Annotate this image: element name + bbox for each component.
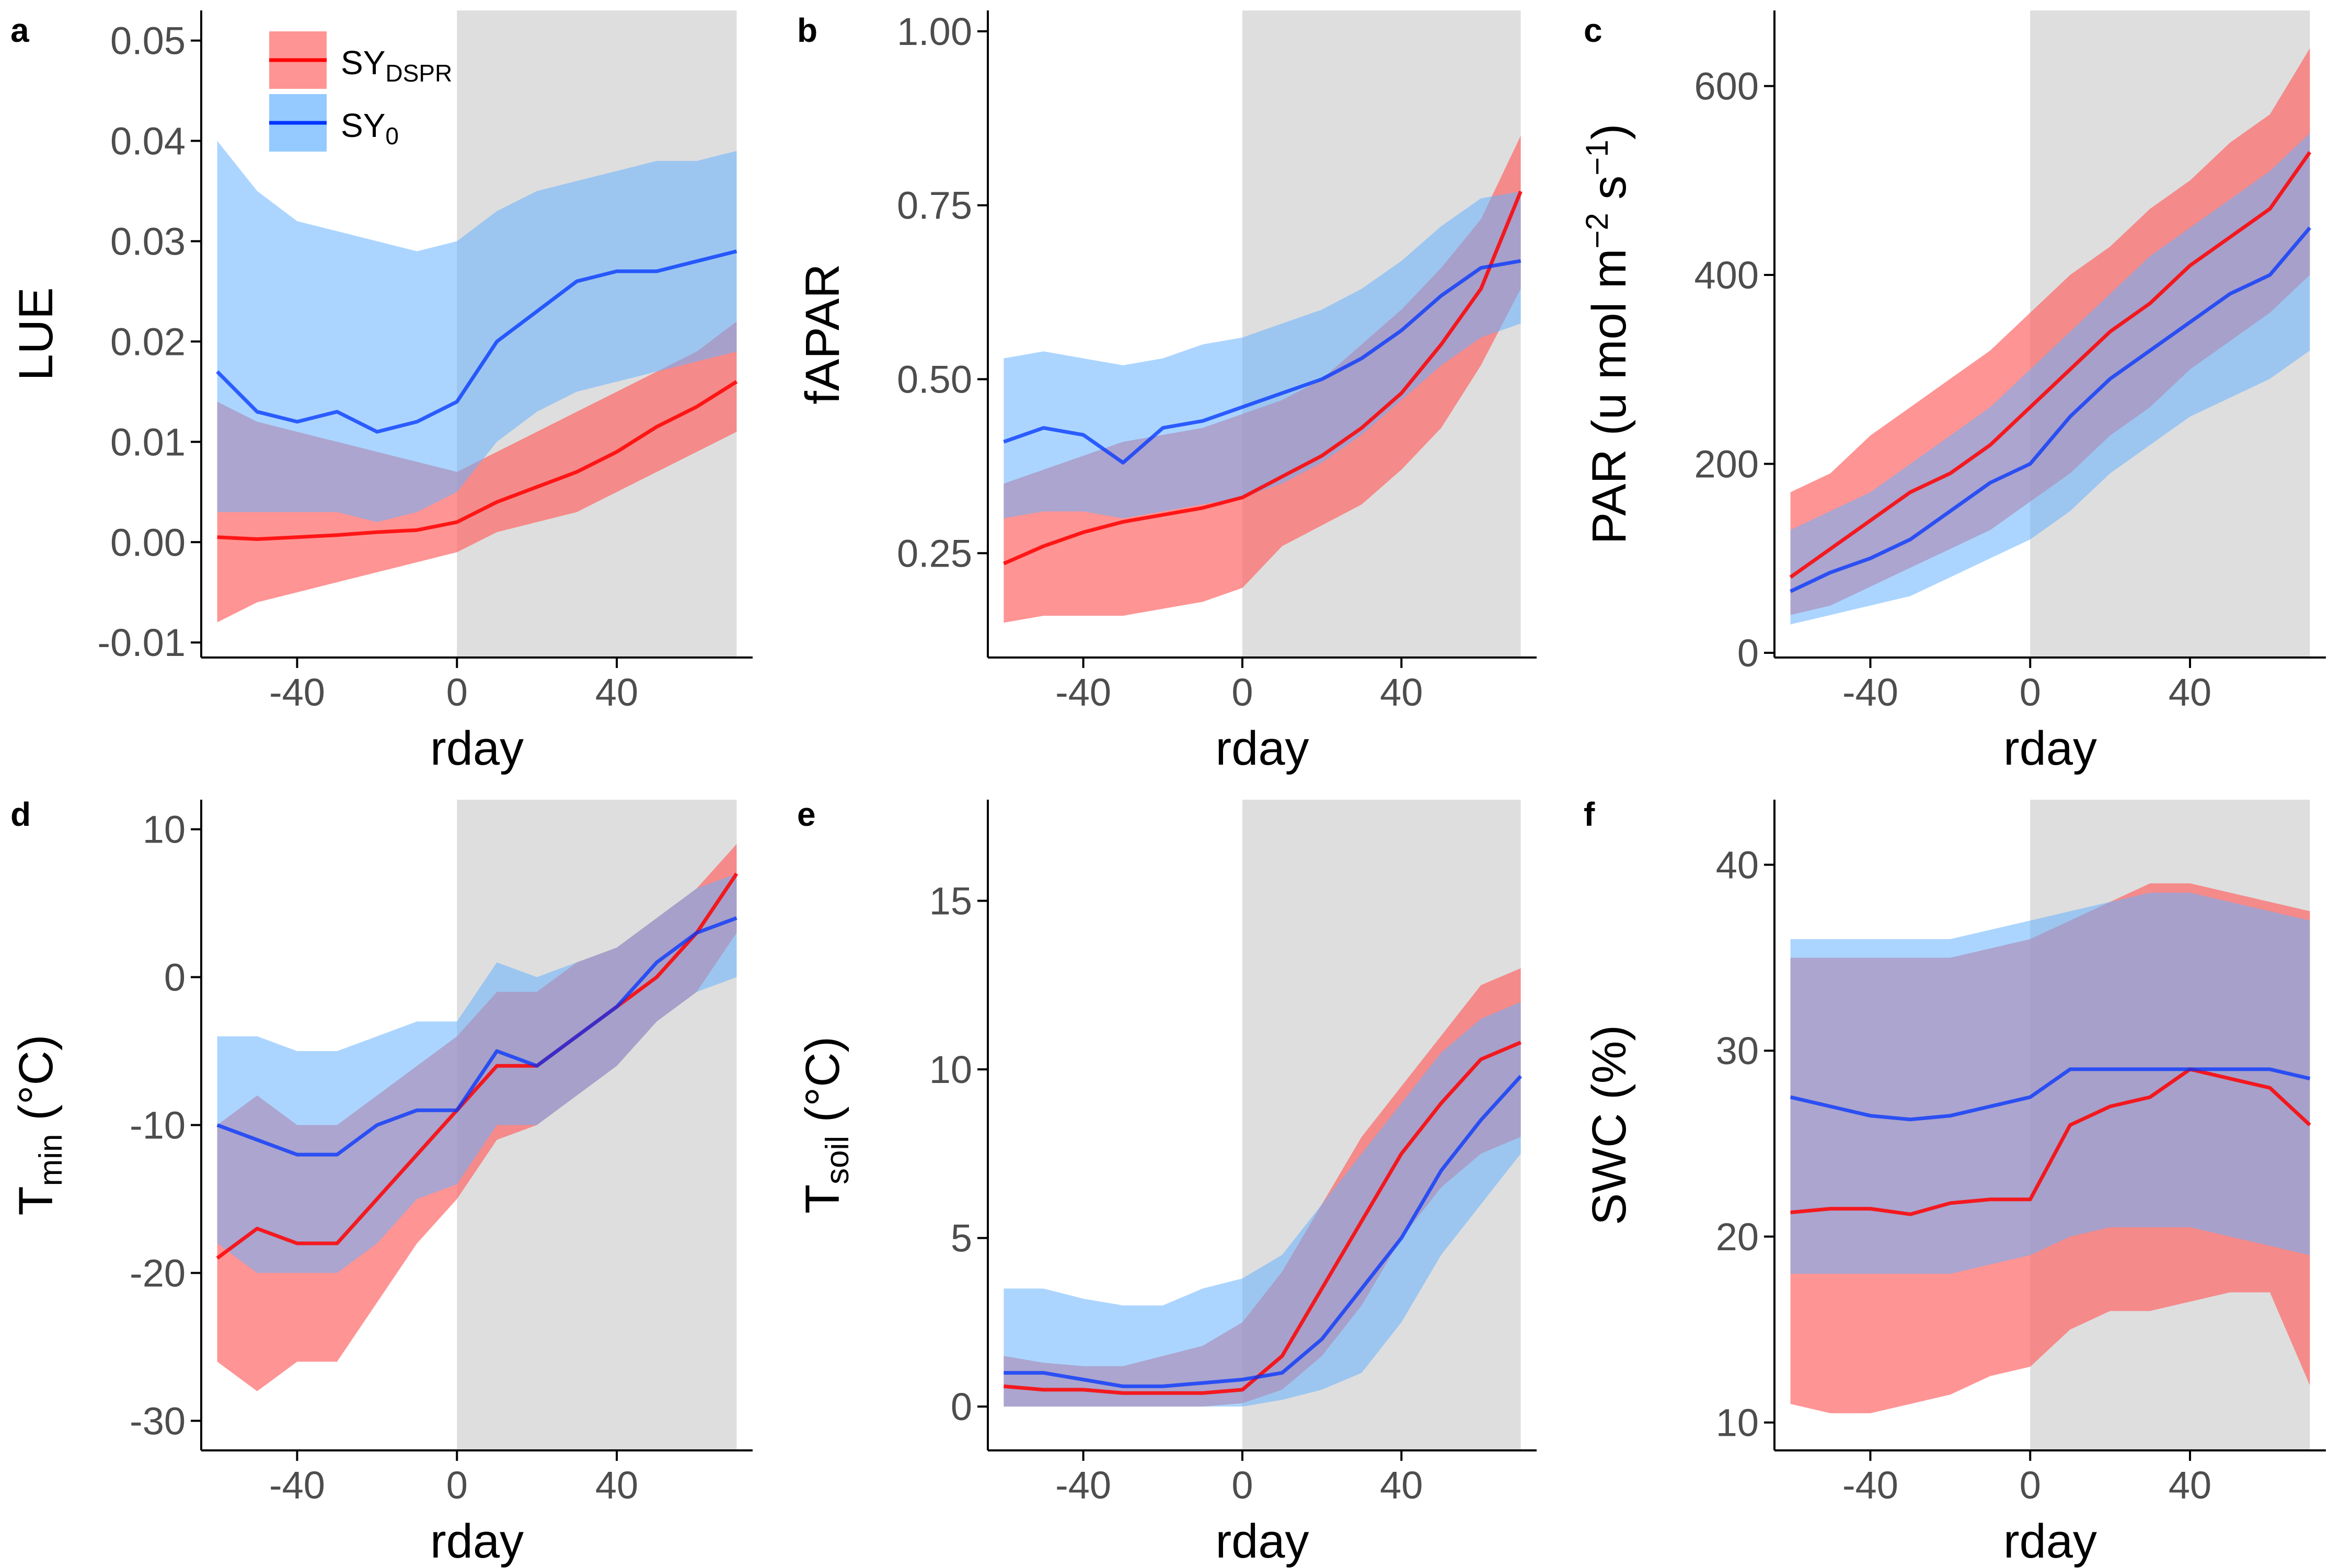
panel-d-x-tick-label: 40 — [595, 1463, 638, 1507]
panel-f-y-tick-label: 10 — [1716, 1401, 1759, 1445]
panel-f-y-tick-label: 30 — [1716, 1029, 1759, 1073]
panel-d-x-tick-label: 0 — [446, 1463, 468, 1507]
panel-b-sy-0-line — [1003, 259, 1521, 465]
panel-e-y-tick-label: 15 — [929, 880, 972, 923]
panel-b-y-tick-label: 0.75 — [897, 184, 972, 227]
panel-f-y-axis-title: SWC (%) — [1583, 1025, 1636, 1225]
panel-e-y-tick-label: 5 — [951, 1217, 972, 1260]
panel-e-sy-0-band — [1004, 1002, 1521, 1407]
panel-a-sy-dspr-band — [217, 321, 737, 622]
panel-a-y-tick-label: 0.03 — [110, 220, 186, 263]
panel-d: -40 0 40 -30 -20 -10 0 10 rday Tmin (°C) d — [9, 795, 753, 1568]
panel-d-y-tick-label: 10 — [143, 808, 186, 851]
panel-d-x-tick-label: -40 — [269, 1463, 325, 1507]
panel-a-x-tick-label: 0 — [446, 671, 468, 714]
panel-b-letter: b — [797, 11, 817, 49]
panel-b: -40 0 40 0.25 0.50 0.75 1.00 rday fAPAR b — [796, 10, 1537, 775]
panel-d-y-tick-label: -20 — [130, 1251, 186, 1295]
panel-a-x-tick-label: 40 — [595, 671, 638, 714]
panel-b-y-axis-title: fAPAR — [796, 263, 849, 404]
panel-e-sy-0-line — [1004, 1075, 1523, 1388]
panel-b-sy-dspr-line — [1002, 190, 1523, 566]
panel-a-y-tick-label: 0.02 — [110, 320, 186, 363]
panel-c-sy-0-line — [1790, 226, 2312, 593]
panel-e-x-axis-title: rday — [1216, 1515, 1309, 1568]
panel-c-sy-dspr-line — [1789, 151, 2312, 579]
panel-c-y-tick-label: 600 — [1694, 65, 1759, 108]
panel-a-y-tick-label: 0.04 — [110, 120, 186, 163]
panel-e-y-tick-label: 0 — [951, 1385, 972, 1428]
panel-d-y-tick-label: -10 — [130, 1104, 186, 1147]
panel-b-sy-0-band — [1004, 191, 1521, 518]
panel-f-y-tick-label: 40 — [1716, 844, 1759, 887]
panel-f-x-tick-label: 40 — [2169, 1463, 2211, 1507]
panel-d-sy-0-line — [216, 916, 737, 1157]
panel-e-sy-dspr-line — [1004, 1041, 1521, 1395]
panel-e-y-axis-title: Tsoil (°C) — [796, 1036, 856, 1214]
panel-c-y-axis-title: PAR (u mol m−2 s−1) — [1579, 124, 1636, 545]
panel-b-y-tick-label: 1.00 — [897, 10, 972, 53]
panel-e-x-tick-label: 40 — [1380, 1463, 1423, 1507]
panel-a-y-axis-title: LUE — [9, 287, 63, 381]
legend: SYDSPR SY0 — [269, 31, 452, 152]
panel-c-x-tick-label: 40 — [2169, 671, 2211, 714]
panel-c-x-axis-title: rday — [2003, 722, 2097, 775]
legend-sy-dspr-label: SYDSPR — [341, 44, 452, 87]
panel-a-sy-dspr-line — [217, 380, 738, 541]
panel-e-x-tick-label: 0 — [1231, 1463, 1253, 1507]
panel-d-x-axis-title: rday — [430, 1515, 524, 1568]
panel-a-y-tick-label: 0.00 — [110, 521, 186, 564]
panel-b-x-tick-label: 40 — [1380, 671, 1423, 714]
panel-e: -40 0 40 0 5 10 15 rday Tsoil (°C) e — [796, 795, 1537, 1568]
panel-b-x-axis-title: rday — [1216, 722, 1309, 775]
panel-e-letter: e — [797, 795, 816, 833]
panel-e-y-tick-label: 10 — [929, 1048, 972, 1091]
panel-d-y-tick-label: -30 — [130, 1399, 186, 1443]
legend-sy-0-label: SY0 — [341, 107, 399, 149]
panel-a-y-tick-label: 0.01 — [110, 420, 186, 464]
panel-a-sy-0-line — [216, 249, 737, 434]
panel-f-sy-dspr-line — [1790, 1067, 2311, 1216]
panel-c-letter: c — [1584, 11, 1602, 49]
panel-f-x-tick-label: -40 — [1842, 1463, 1898, 1507]
panel-d-y-axis-title: Tmin (°C) — [9, 1034, 69, 1215]
panel-b-x-tick-label: 0 — [1231, 671, 1253, 714]
panels-group: -40 0 40 -0.01 0.00 0.01 0.02 0.03 0.04 0.05 rday L… — [9, 10, 2326, 1568]
panel-a-y-tick-label: -0.01 — [97, 621, 186, 664]
panel-b-y-tick-label: 0.25 — [897, 532, 972, 575]
panel-a-letter: a — [10, 11, 29, 49]
panel-a-x-tick-label: -40 — [269, 671, 325, 714]
panel-f: -40 0 40 10 20 30 40 rday SWC (%) f — [1583, 795, 2326, 1568]
panel-c-sy-0-band — [1790, 133, 2310, 625]
panel-a: -40 0 40 -0.01 0.00 0.01 0.02 0.03 0.04 0.05 rday L… — [9, 10, 753, 775]
panel-c-y-tick-label: 400 — [1694, 253, 1759, 297]
panel-a-sy-0-band — [217, 141, 737, 522]
panel-f-x-tick-label: 0 — [2020, 1463, 2041, 1507]
panel-a-x-axis-title: rday — [430, 722, 524, 775]
panel-d-sy-dspr-line — [216, 872, 739, 1260]
panel-b-x-tick-label: -40 — [1055, 671, 1111, 714]
panel-f-sy-0-line — [1790, 1067, 2311, 1122]
panel-e-x-tick-label: -40 — [1055, 1463, 1111, 1507]
panel-d-sy-0-band — [217, 873, 737, 1273]
panel-c-y-tick-label: 200 — [1694, 443, 1759, 486]
panel-f-x-axis-title: rday — [2003, 1515, 2097, 1568]
panel-c-x-tick-label: 0 — [2020, 671, 2041, 714]
panel-d-y-tick-label: 0 — [164, 956, 186, 999]
panel-f-y-tick-label: 20 — [1716, 1215, 1759, 1259]
panel-a-y-tick-label: 0.05 — [110, 19, 186, 63]
panel-c-x-tick-label: -40 — [1842, 671, 1898, 714]
panel-c-y-tick-label: 0 — [1737, 631, 1759, 675]
panel-d-letter: d — [10, 795, 31, 833]
panel-f-letter: f — [1584, 795, 1595, 833]
panel-b-y-tick-label: 0.50 — [897, 358, 972, 401]
